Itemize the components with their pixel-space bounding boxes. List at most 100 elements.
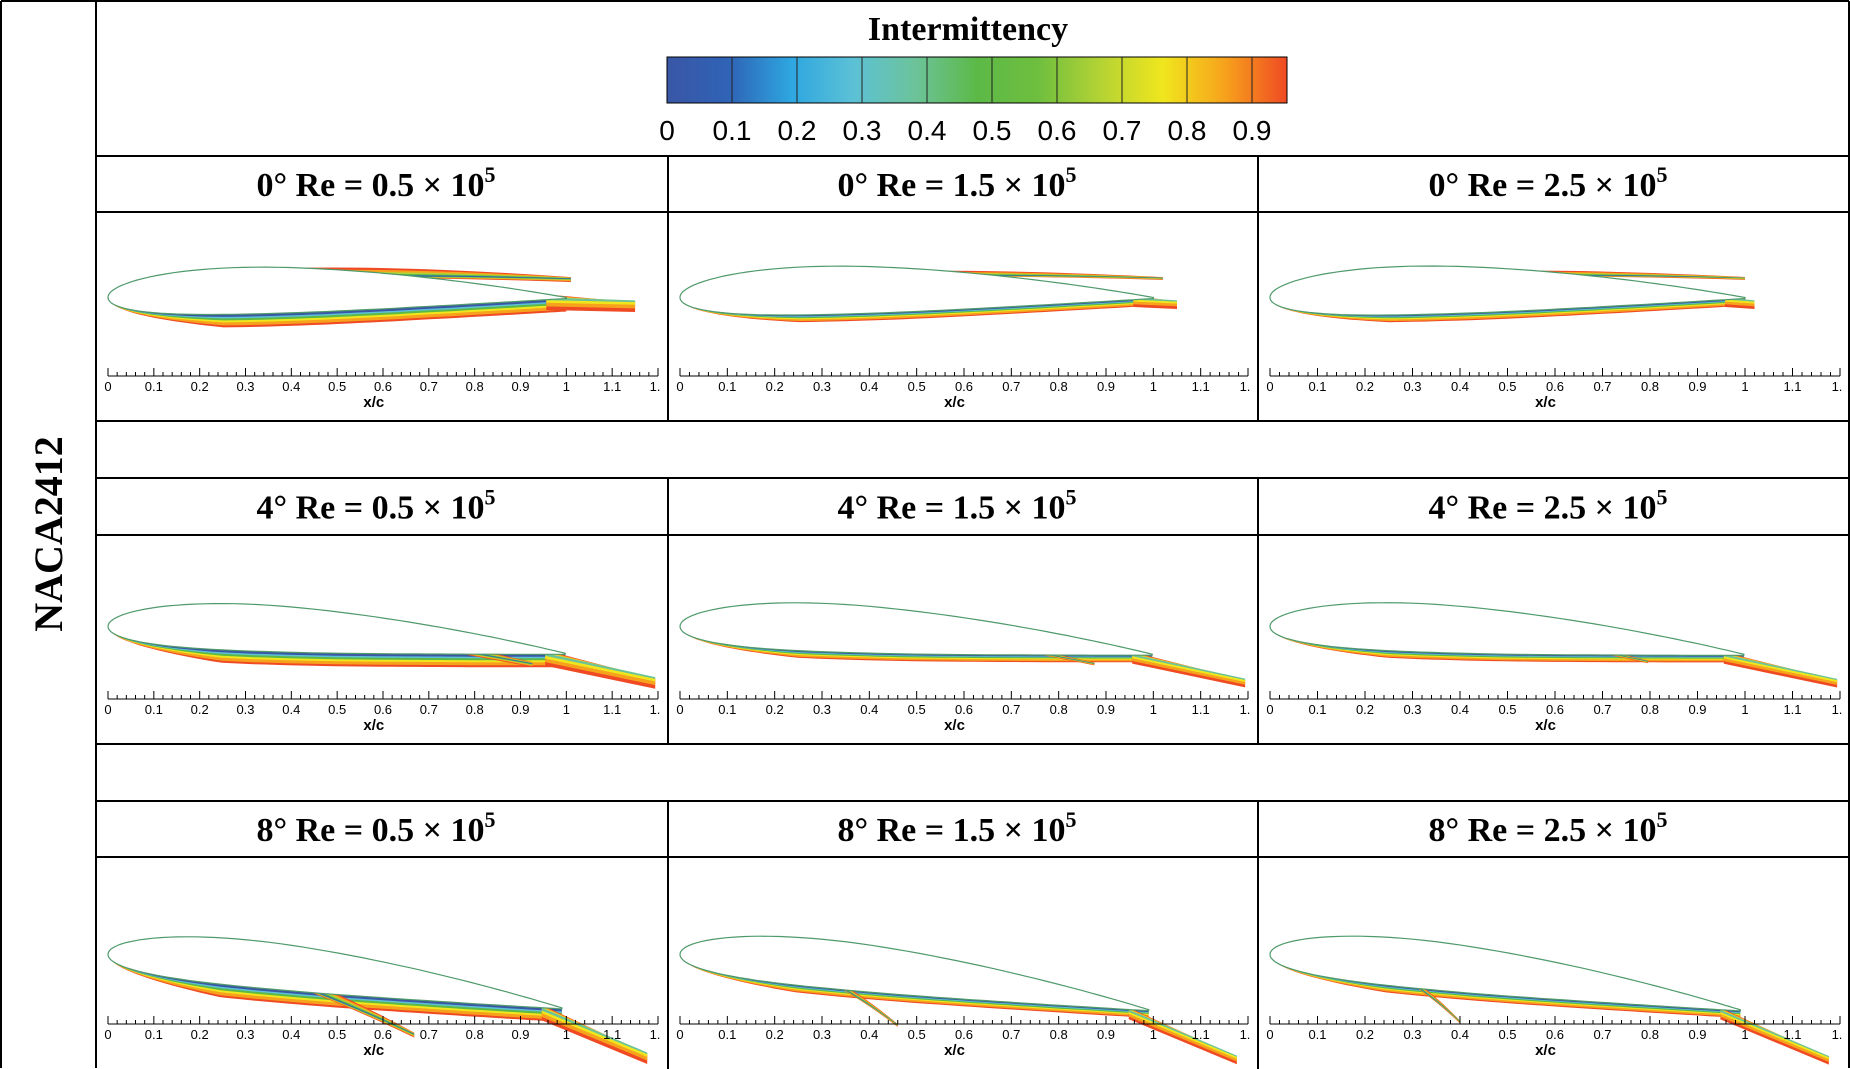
- colorbar-title: Intermittency: [868, 11, 1068, 48]
- x-axis-tick-label: 1: [1741, 379, 1748, 394]
- airfoil-outline: [679, 265, 1155, 316]
- x-axis-tick-label: 1.: [1832, 379, 1843, 394]
- x-axis-tick-label: 1.1: [603, 702, 621, 717]
- panel-title-re: Re = 0.5 × 10: [287, 167, 484, 204]
- panel-title: 4° Re = 2.5 × 105: [1428, 485, 1667, 527]
- airfoil-outline: [107, 266, 568, 316]
- x-axis-tick-label: 1: [1150, 1027, 1157, 1042]
- lower-wake: [1720, 1009, 1829, 1058]
- x-axis-tick-label: 0.5: [1498, 1027, 1516, 1042]
- x-axis-tick-label: 0.8: [466, 1027, 484, 1042]
- x-axis-tick-label: 1: [1150, 379, 1157, 394]
- airfoil-panel: 0 0.1 0.2 0.3 0.4 0.5 0.6 0.7 0.8 0.9 1 1.1 1. x/c: [104, 603, 661, 734]
- panel-title-aoa: 8°: [837, 812, 868, 849]
- panel-title-re: Re = 1.5 × 10: [868, 167, 1065, 204]
- x-axis-tick-label: 0.8: [1050, 1027, 1068, 1042]
- x-axis-tick-label: 0.9: [1688, 379, 1706, 394]
- x-axis-tick-label: 0.3: [1403, 1027, 1421, 1042]
- x-axis-tick-label: 1.1: [1192, 702, 1210, 717]
- x-axis-tick-label: 0.3: [813, 702, 831, 717]
- lower-boundary-layer: [1270, 298, 1745, 319]
- panel-title-aoa: 0°: [256, 167, 287, 204]
- colorbar-tick-label: 0.9: [1233, 115, 1272, 146]
- x-axis-tick-label: 0: [676, 379, 683, 394]
- x-axis-tick-label: 0.7: [420, 379, 438, 394]
- x-axis-label: x/c: [1535, 1042, 1556, 1059]
- x-axis-tick-label: 0.6: [374, 379, 392, 394]
- panel-title: 8° Re = 0.5 × 105: [256, 807, 495, 849]
- lower-boundary-layer: [108, 298, 567, 319]
- panel-title-aoa: 0°: [1428, 167, 1459, 204]
- x-axis-tick-label: 1.: [1832, 702, 1843, 717]
- x-axis-tick-label: 0.4: [860, 1027, 878, 1042]
- x-axis-tick-label: 0.2: [1356, 1027, 1374, 1042]
- x-axis-label: x/c: [944, 394, 965, 411]
- x-axis-tick-label: 0.8: [466, 379, 484, 394]
- x-axis-tick-label: 0.4: [1451, 1027, 1469, 1042]
- x-axis-tick-label: 0.8: [1050, 379, 1068, 394]
- x-axis-tick-label: 0.3: [236, 1027, 254, 1042]
- panel-plots: 0 0.1 0.2 0.3 0.4 0.5 0.6 0.7 0.8 0.9 1 1.1 1.x/c0 0.…: [104, 265, 1843, 1065]
- panel-title: 0° Re = 1.5 × 105: [837, 162, 1076, 204]
- x-axis-tick-label: 1.: [650, 702, 661, 717]
- panel-title-aoa: 8°: [256, 812, 287, 849]
- panel-title-exponent: 5: [1066, 807, 1077, 832]
- x-axis-label: x/c: [944, 1042, 965, 1059]
- panel-title-exponent: 5: [1066, 485, 1077, 510]
- airfoil-panel: 0 0.1 0.2 0.3 0.4 0.5 0.6 0.7 0.8 0.9 1 1.1 1. x/c: [676, 935, 1251, 1065]
- x-axis-label: x/c: [1535, 717, 1556, 734]
- x-axis-tick-label: 1.1: [603, 1027, 621, 1042]
- x-axis-tick-label: 0.8: [1641, 379, 1659, 394]
- colorbar-gradient: [666, 56, 1288, 104]
- x-axis-tick-label: 1: [563, 702, 570, 717]
- panel-title-aoa: 8°: [1428, 812, 1459, 849]
- x-axis-tick-label: 1: [1150, 702, 1157, 717]
- x-axis-tick-label: 0.2: [766, 379, 784, 394]
- panel-title: 4° Re = 0.5 × 105: [256, 485, 495, 527]
- x-axis-tick-label: 0.6: [955, 379, 973, 394]
- x-axis-tick-label: 0.3: [1403, 379, 1421, 394]
- x-axis-tick-label: 1: [1741, 702, 1748, 717]
- x-axis-tick-label: 1.: [650, 379, 661, 394]
- x-axis-tick-label: 0.9: [1688, 1027, 1706, 1042]
- x-axis-tick-label: 0.9: [511, 702, 529, 717]
- x-axis-tick-label: 0.7: [1593, 1027, 1611, 1042]
- colorbar-tick-label: 0.7: [1103, 115, 1142, 146]
- panel-title-re: Re = 2.5 × 10: [1459, 167, 1656, 204]
- x-axis-tick-label: 0.4: [1451, 702, 1469, 717]
- x-axis-tick-label: 0.7: [420, 1027, 438, 1042]
- panel-title-re: Re = 2.5 × 10: [1459, 812, 1656, 849]
- colorbar-tick-label: 0.5: [973, 115, 1012, 146]
- x-axis-tick-label: 0: [676, 1027, 683, 1042]
- x-axis-tick-label: 0.1: [145, 702, 163, 717]
- x-axis-tick-label: 0.4: [282, 1027, 300, 1042]
- x-axis-tick-label: 1.: [1240, 1027, 1251, 1042]
- x-axis-tick-label: 0.8: [1641, 702, 1659, 717]
- x-axis-tick-label: 0.2: [766, 702, 784, 717]
- airfoil-outline: [1269, 265, 1746, 316]
- panel-title-exponent: 5: [1657, 485, 1668, 510]
- airfoil-panel: 0 0.1 0.2 0.3 0.4 0.5 0.6 0.7 0.8 0.9 1 1.1 1. x/c: [676, 602, 1250, 734]
- airfoil-panel: 0 0.1 0.2 0.3 0.4 0.5 0.6 0.7 0.8 0.9 1 1.1 1. x/c: [1266, 602, 1843, 734]
- panel-title-exponent: 5: [1066, 162, 1077, 187]
- x-axis-tick-label: 0.9: [1097, 702, 1115, 717]
- x-axis-tick-label: 0.6: [1546, 379, 1564, 394]
- airfoil-outline: [679, 935, 1150, 1012]
- panel-title-aoa: 4°: [256, 490, 287, 527]
- lower-boundary-layer: [680, 298, 1154, 320]
- x-axis-tick-label: 0.7: [1593, 379, 1611, 394]
- x-axis-tick-label: 0.5: [1498, 702, 1516, 717]
- x-axis-tick-label: 0.7: [1002, 1027, 1020, 1042]
- x-axis-tick-label: 0.5: [908, 379, 926, 394]
- x-axis-tick-label: 0.2: [191, 379, 209, 394]
- lower-boundary-layer: [680, 298, 1154, 318]
- x-axis-tick-label: 0.1: [718, 1027, 736, 1042]
- lower-wake: [546, 297, 636, 303]
- x-axis-tick-label: 0.5: [328, 702, 346, 717]
- airfoil-outline: [679, 602, 1154, 656]
- panel-title: 8° Re = 1.5 × 105: [837, 807, 1076, 849]
- colorbar: 0 0.1 0.2 0.3 0.4 0.5 0.6 0.7 0.8 0.9: [659, 56, 1288, 146]
- panel-title: 8° Re = 2.5 × 105: [1428, 807, 1667, 849]
- x-axis-tick-label: 0.5: [328, 1027, 346, 1042]
